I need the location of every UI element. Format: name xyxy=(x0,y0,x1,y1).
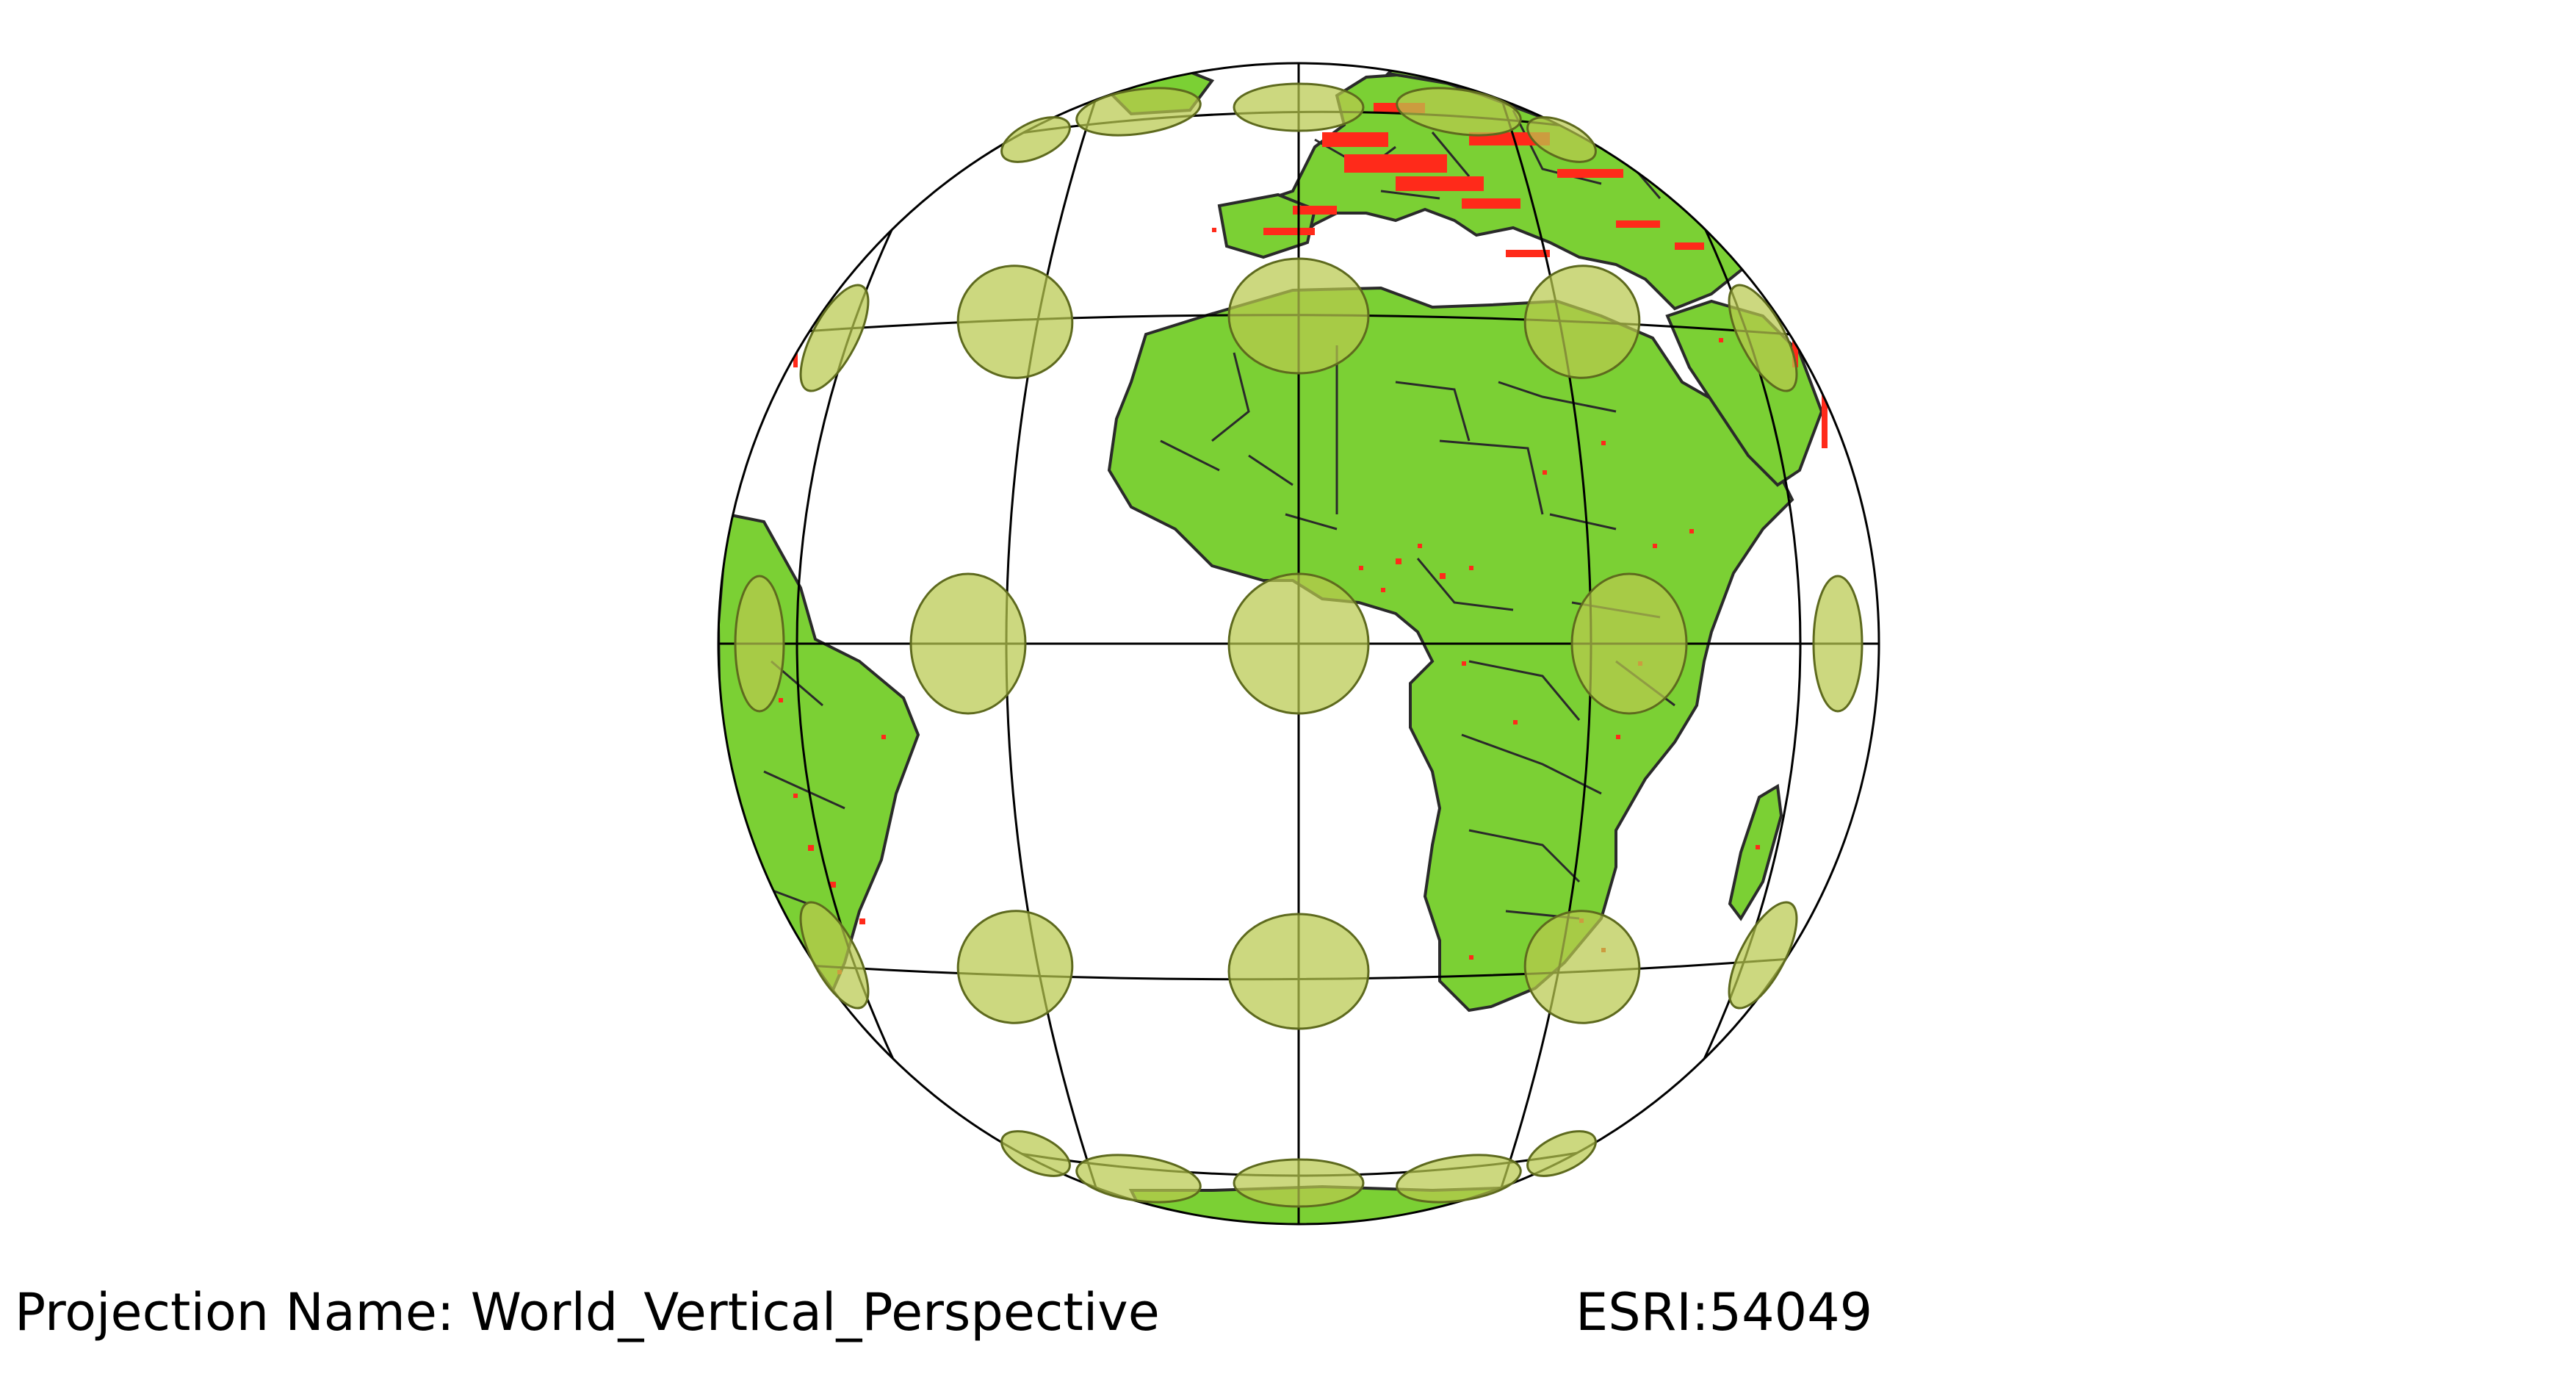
africa-landmass xyxy=(1107,286,1794,1013)
indicatrix xyxy=(1227,572,1370,715)
indicatrix xyxy=(1526,1130,1597,1177)
indicatrix xyxy=(1233,82,1365,132)
indicatrix xyxy=(799,284,870,392)
indicatrix xyxy=(1000,1130,1071,1177)
indicatrix xyxy=(1570,572,1688,715)
indicatrix xyxy=(1396,1154,1522,1204)
antarctica-landmass xyxy=(1128,1173,1641,1224)
iberia-landmass xyxy=(1217,193,1317,259)
indicatrix xyxy=(956,265,1074,379)
projection-code-label: ESRI:54049 xyxy=(1576,1282,1873,1342)
indicatrix xyxy=(1227,913,1370,1030)
point-layer xyxy=(779,103,1828,974)
indicatrix-layer xyxy=(734,82,1864,1208)
indicatrix xyxy=(1526,116,1597,163)
projection-name-label: Projection Name: World_Vertical_Perspect… xyxy=(15,1282,1160,1342)
indicatrix xyxy=(1812,575,1864,713)
indicatrix xyxy=(1728,284,1798,392)
indicatrix xyxy=(1227,257,1370,375)
indicatrix xyxy=(1523,265,1641,379)
indicatrix xyxy=(1523,910,1641,1024)
indicatrix xyxy=(1000,116,1071,163)
indicatrix xyxy=(1075,1154,1202,1204)
indicatrix xyxy=(909,572,1027,715)
indicatrix xyxy=(1075,87,1202,137)
indicatrix xyxy=(734,575,785,713)
indicatrix xyxy=(1396,87,1522,137)
europe-points xyxy=(1263,103,1704,257)
madagascar-landmass xyxy=(1728,783,1783,921)
indicatrix xyxy=(1728,901,1798,1010)
indicatrix xyxy=(799,901,870,1010)
indicatrix xyxy=(956,910,1074,1024)
indicatrix xyxy=(1233,1158,1365,1208)
